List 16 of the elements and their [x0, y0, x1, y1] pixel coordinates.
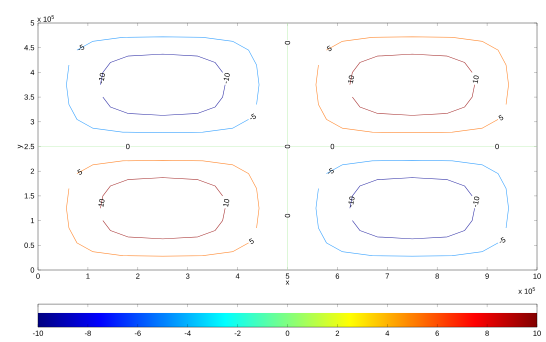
line-series	[352, 208, 475, 240]
line-series	[326, 160, 509, 228]
line-series	[316, 188, 498, 256]
line-series	[66, 188, 249, 256]
line-series	[326, 36, 509, 105]
line-series	[100, 54, 223, 86]
line-series	[316, 64, 498, 133]
line-series	[66, 64, 249, 133]
line-series	[76, 160, 260, 228]
line-series	[352, 84, 475, 116]
line-series	[102, 208, 226, 240]
line-series	[350, 54, 472, 86]
line-series	[350, 177, 472, 209]
line-series	[100, 177, 223, 209]
line-series	[102, 84, 226, 116]
line-series	[76, 36, 260, 105]
